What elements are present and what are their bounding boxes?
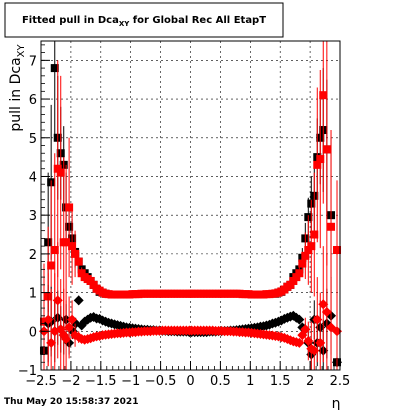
data-layer [38, 41, 343, 370]
sigma-marker [56, 168, 65, 177]
sigma-marker [74, 257, 83, 266]
x-tick-label: 1 [246, 374, 254, 389]
sigma-marker [333, 246, 342, 255]
sigma-marker [322, 145, 331, 154]
sigma-marker [310, 230, 319, 239]
x-tick-label: −0.5 [145, 374, 177, 389]
y-tick-label: 0 [29, 325, 37, 340]
x-tick-label: 1.5 [270, 374, 291, 389]
y-tick-label: 2 [29, 248, 37, 263]
sigma-marker [62, 238, 71, 247]
mean-marker [73, 295, 84, 306]
x-axis-label: η [332, 396, 341, 410]
sigma-marker [65, 203, 74, 212]
x-tick-label: −1.5 [85, 374, 117, 389]
sigma-marker [301, 251, 310, 260]
sigma-marker [68, 242, 77, 251]
x-tick-label: −1 [121, 374, 140, 389]
x-tick-label: 2.5 [330, 374, 351, 389]
tick-labels: −2.5 −2 −1.5 −1 −0.5 0 0.5 1 1.5 2 2.5 −1 0 1 2 3 4 5 6 7 [18, 54, 351, 389]
y-tick-label: 3 [29, 209, 37, 224]
mean-marker [67, 314, 78, 325]
sigma-marker [71, 249, 80, 258]
y-tick-label: 6 [29, 93, 37, 108]
sigma-marker [313, 160, 322, 169]
sigma-marker [319, 91, 328, 100]
x-tick-label: 0 [186, 374, 194, 389]
x-tick-label: 0.5 [210, 374, 231, 389]
sigma-marker [295, 269, 304, 278]
mean-marker [46, 337, 57, 348]
mean-marker [321, 306, 332, 317]
sigma-marker [316, 155, 325, 164]
x-tick-label: −2.5 [25, 374, 57, 389]
mean-marker [294, 314, 305, 325]
x-tick-label: 2 [306, 374, 314, 389]
y-axis-label: pull in DcaXY [8, 44, 27, 132]
axis-ticks [40, 44, 341, 371]
sigma-marker [50, 64, 59, 73]
x-tick-label: −2 [61, 374, 80, 389]
timestamp: Thu May 20 15:58:37 2021 [4, 397, 139, 407]
sigma-marker [327, 222, 336, 231]
sigma-marker [50, 246, 59, 255]
y-tick-label: −1 [18, 364, 37, 379]
y-tick-label: 1 [29, 287, 37, 302]
y-tick-label: 5 [29, 132, 37, 147]
sigma-marker [298, 259, 307, 268]
title-box [4, 2, 284, 38]
y-tick-label: 4 [29, 170, 37, 185]
chart-title: Fitted pull in DcaXY for Global Rec All … [22, 15, 266, 28]
y-tick-label: 7 [29, 54, 37, 69]
mean-marker [318, 299, 329, 310]
sigma-marker [307, 242, 316, 251]
sigma-marker [47, 261, 56, 270]
